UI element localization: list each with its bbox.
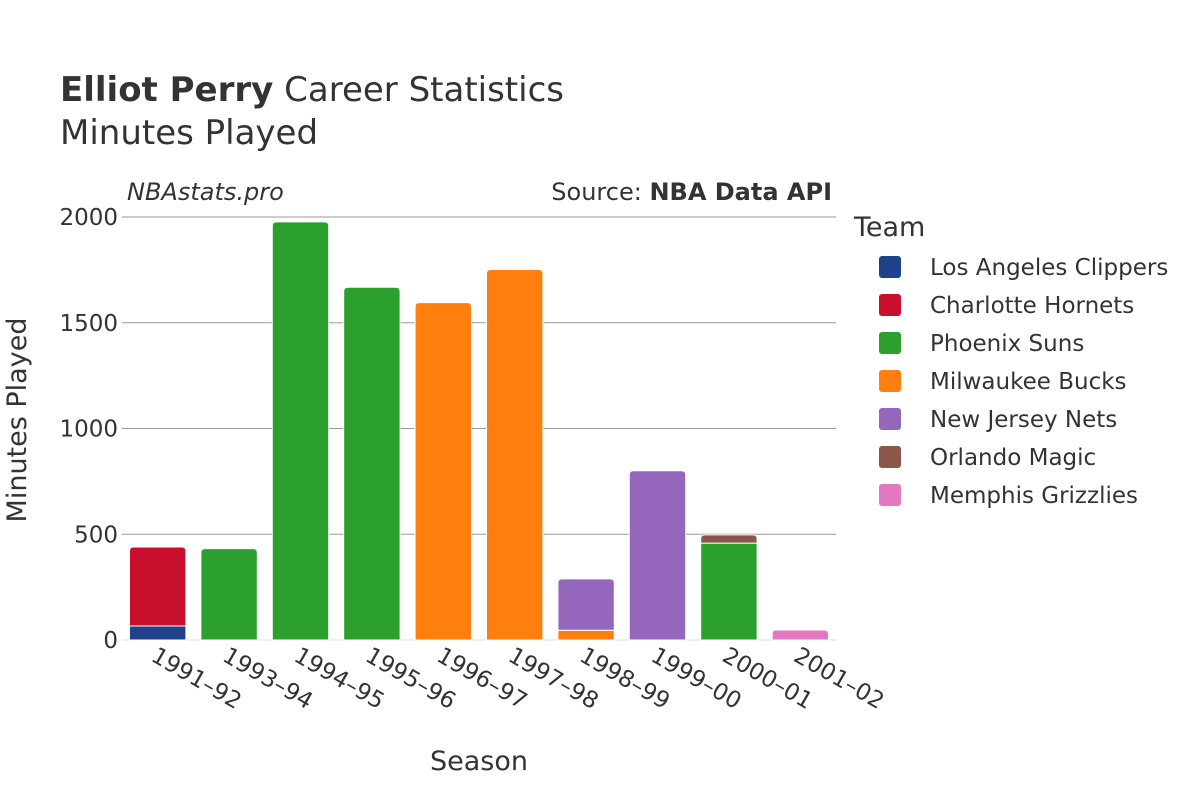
chart-title-bold: Elliot Perry bbox=[60, 70, 273, 110]
legend-swatch-orlando-magic bbox=[879, 446, 901, 468]
y-tick-label: 1000 bbox=[59, 417, 118, 443]
bars bbox=[128, 221, 830, 641]
source-value: NBA Data API bbox=[649, 178, 832, 206]
source-label: Source: bbox=[551, 178, 649, 206]
legend-label-orlando-magic: Orlando Magic bbox=[930, 445, 1096, 471]
chart-title-rest: Career Statistics bbox=[273, 70, 564, 110]
bar-phoenix-suns bbox=[200, 548, 258, 641]
y-tick-label: 2000 bbox=[59, 205, 118, 231]
bar-orlando-magic bbox=[700, 534, 758, 544]
bar-phoenix-suns bbox=[343, 286, 401, 641]
bar-charlotte-hornets bbox=[128, 546, 187, 627]
x-tick-labels: 1991–921993–941994–951995–961996–971997–… bbox=[147, 643, 889, 715]
legend-swatch-new-jersey-nets bbox=[879, 408, 901, 430]
legend-label-charlotte-hornets: Charlotte Hornets bbox=[930, 293, 1134, 319]
bar-memphis-grizzlies bbox=[771, 629, 830, 641]
y-tick-label: 500 bbox=[74, 522, 118, 548]
bar-milwaukee-bucks bbox=[485, 268, 544, 641]
watermark: NBAstats.pro bbox=[127, 178, 284, 206]
legend-swatch-los-angeles-clippers bbox=[879, 256, 901, 278]
legend-swatch-memphis-grizzlies bbox=[879, 484, 901, 506]
x-axis-label: Season bbox=[430, 746, 528, 777]
bar-milwaukee-bucks bbox=[414, 302, 473, 641]
legend-title: Team bbox=[853, 212, 925, 243]
legend-swatch-milwaukee-bucks bbox=[879, 370, 901, 392]
y-tick-label: 1500 bbox=[59, 311, 118, 337]
legend-label-milwaukee-bucks: Milwaukee Bucks bbox=[930, 369, 1127, 395]
bar-phoenix-suns bbox=[700, 542, 758, 641]
legend-label-phoenix-suns: Phoenix Suns bbox=[930, 331, 1084, 357]
y-tick-labels: 0 500 1000 1500 2000 bbox=[59, 205, 118, 654]
legend-label-new-jersey-nets: New Jersey Nets bbox=[930, 407, 1117, 433]
bar-phoenix-suns bbox=[271, 221, 330, 641]
legend-label-memphis-grizzlies: Memphis Grizzlies bbox=[930, 483, 1138, 509]
source-credit: Source: NBA Data API bbox=[551, 178, 832, 206]
bar-milwaukee-bucks bbox=[557, 629, 615, 641]
y-axis-label: Minutes Played bbox=[2, 318, 33, 523]
legend-swatch-phoenix-suns bbox=[879, 332, 901, 354]
bar-new-jersey-nets bbox=[628, 470, 687, 641]
chart-title: Elliot Perry Career Statistics bbox=[60, 70, 564, 110]
legend: Los Angeles Clippers Charlotte Hornets Pho… bbox=[879, 255, 1168, 509]
legend-label-los-angeles-clippers: Los Angeles Clippers bbox=[930, 255, 1168, 281]
y-tick-label: 0 bbox=[103, 628, 118, 654]
bar-new-jersey-nets bbox=[557, 578, 615, 631]
legend-swatch-charlotte-hornets bbox=[879, 294, 901, 316]
bar-los-angeles-clippers bbox=[128, 625, 187, 641]
chart-subtitle: Minutes Played bbox=[60, 113, 318, 153]
